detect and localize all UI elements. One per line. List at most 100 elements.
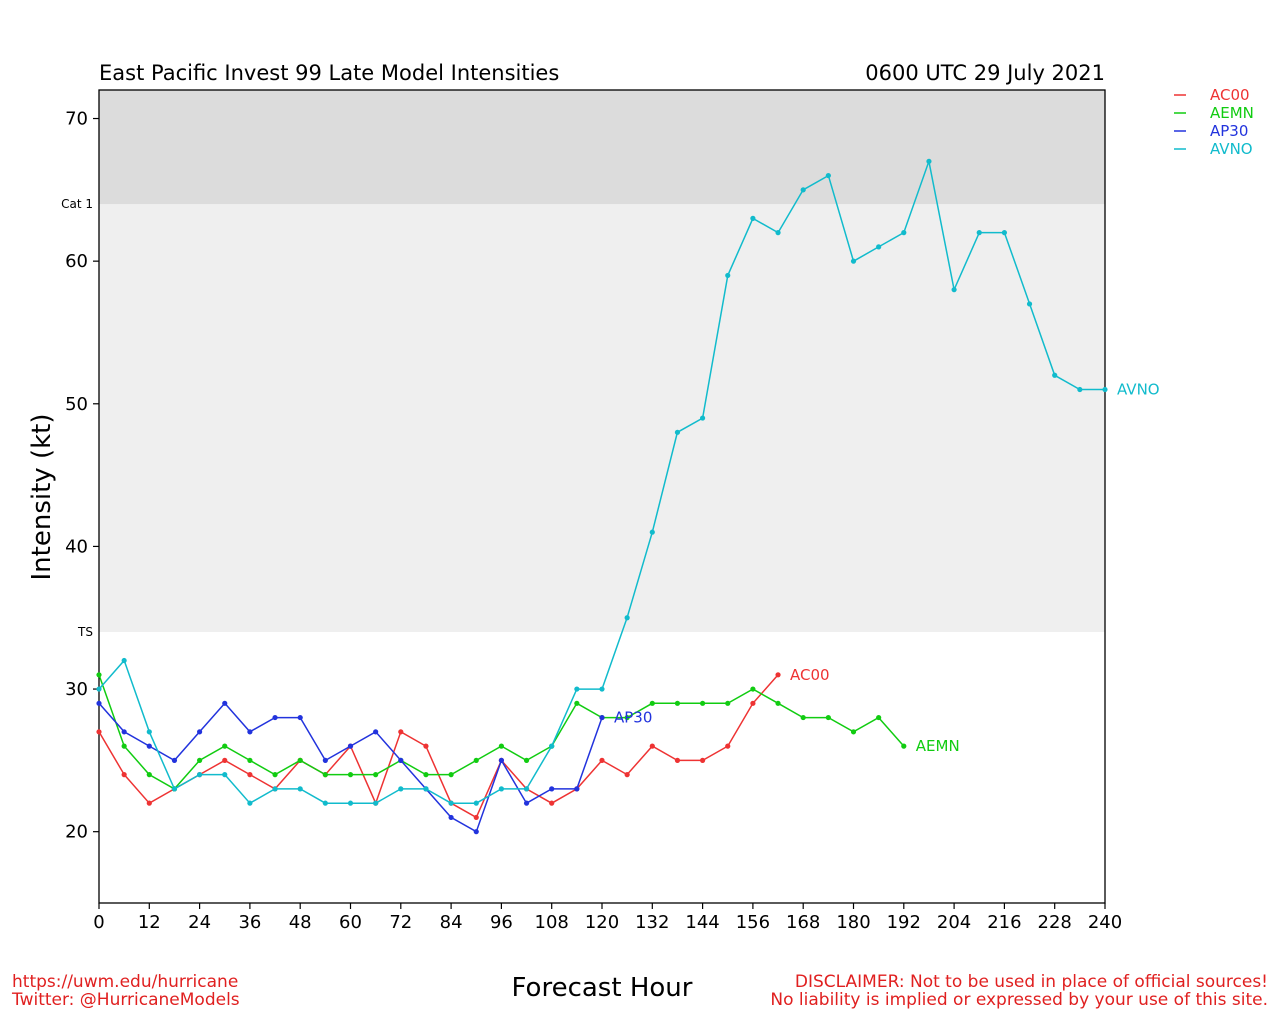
data-point-avno — [297, 786, 303, 792]
data-point-ap30 — [473, 829, 479, 835]
legend-label: AEMN — [1210, 104, 1254, 122]
data-point-aemn — [473, 757, 479, 763]
data-point-ap30 — [574, 786, 580, 792]
data-point-aemn — [297, 757, 303, 763]
data-point-ap30 — [398, 757, 404, 763]
band-cat-1 — [99, 90, 1105, 205]
data-point-aemn — [850, 729, 857, 735]
data-point-aemn — [700, 700, 706, 706]
data-point-avno — [1077, 386, 1083, 393]
data-point-avno — [197, 772, 203, 778]
footer-url-link[interactable]: https://uwm.edu/hurricane — [12, 972, 238, 992]
band-ts — [99, 204, 1105, 632]
data-point-ap30 — [498, 757, 504, 763]
legend-label: AC00 — [1210, 86, 1250, 104]
data-point-avno — [498, 786, 504, 792]
y-tick-label: 30 — [65, 679, 88, 700]
data-point-avno — [96, 686, 102, 692]
series-line-ap30 — [98, 702, 603, 833]
footer-twitter-handle[interactable]: Twitter: @HurricaneModels — [11, 990, 240, 1010]
data-point-aemn — [901, 743, 907, 749]
data-point-ap30 — [523, 800, 530, 806]
data-point-aemn — [373, 772, 379, 778]
x-tick-label: 144 — [685, 912, 719, 933]
data-point-avno — [825, 172, 831, 179]
y-tick-label: 60 — [65, 251, 88, 272]
data-point-avno — [850, 258, 857, 264]
x-tick-label: 96 — [490, 912, 513, 933]
data-point-avno — [1026, 301, 1033, 307]
data-point-aemn — [272, 772, 278, 778]
data-point-ac00 — [423, 743, 429, 749]
data-point-aemn — [649, 700, 655, 706]
data-point-ac00 — [222, 757, 228, 763]
x-tick-label: 0 — [93, 912, 104, 933]
data-point-ac00 — [624, 772, 630, 778]
end-label-aemn: AEMN — [916, 737, 960, 755]
end-label-ap30: AP30 — [614, 709, 652, 727]
data-point-ap30 — [121, 729, 127, 735]
data-point-aemn — [322, 772, 328, 778]
data-point-ap30 — [373, 729, 379, 735]
series-line-aemn — [98, 674, 905, 790]
data-point-avno — [876, 244, 882, 250]
data-point-ac00 — [750, 700, 756, 706]
data-point-aemn — [775, 700, 781, 706]
data-point-avno — [398, 786, 404, 792]
data-point-aemn — [96, 672, 102, 678]
data-point-ap30 — [448, 814, 454, 821]
legend-label: AVNO — [1210, 140, 1253, 158]
legend-label: AP30 — [1210, 122, 1248, 140]
data-point-avno — [448, 800, 454, 806]
x-tick-label: 24 — [188, 912, 211, 933]
threshold-labels: TS Cat 1 — [61, 197, 93, 639]
data-point-avno — [750, 215, 756, 221]
data-point-aemn — [800, 714, 806, 721]
x-tick-label: 48 — [289, 912, 312, 933]
data-point-ap30 — [347, 743, 354, 749]
y-tick-label: 40 — [65, 536, 88, 557]
data-point-avno — [700, 415, 706, 421]
threshold-label: TS — [77, 625, 93, 639]
data-point-ap30 — [272, 714, 278, 721]
data-point-ap30 — [222, 700, 228, 706]
data-point-aemn — [347, 772, 354, 778]
data-point-ac00 — [649, 743, 655, 749]
data-point-avno — [649, 529, 655, 535]
chart-timestamp: 0600 UTC 29 July 2021 — [865, 61, 1105, 85]
data-point-aemn — [498, 743, 504, 749]
series-avno — [96, 158, 1108, 806]
end-label-ac00: AC00 — [790, 666, 830, 684]
x-tick-label: 84 — [440, 912, 463, 933]
data-point-aemn — [222, 743, 228, 749]
data-point-avno — [473, 800, 479, 806]
series-end-labels: AC00 AEMN AP30 AVNO — [614, 381, 1160, 756]
y-tick-label: 70 — [65, 109, 88, 130]
x-axis-label: Forecast Hour — [512, 973, 693, 1003]
data-point-avno — [121, 657, 127, 664]
data-point-ap30 — [171, 757, 178, 763]
data-point-avno — [901, 230, 907, 236]
data-point-avno — [146, 729, 152, 735]
data-point-avno — [1052, 372, 1058, 378]
data-point-avno — [347, 800, 354, 806]
data-point-ac00 — [549, 800, 555, 806]
data-point-ap30 — [297, 714, 303, 721]
data-point-aemn — [825, 714, 831, 721]
x-tick-label: 240 — [1088, 912, 1122, 933]
y-tick-label: 50 — [65, 394, 88, 415]
x-tick-label: 72 — [389, 912, 412, 933]
data-point-ac00 — [599, 757, 605, 763]
chart-title: East Pacific Invest 99 Late Model Intens… — [99, 61, 559, 85]
data-point-aemn — [750, 686, 756, 692]
data-point-aemn — [523, 757, 530, 763]
data-point-ac00 — [247, 772, 253, 778]
data-point-avno — [322, 800, 328, 806]
data-point-ap30 — [599, 714, 605, 721]
data-point-avno — [272, 786, 278, 792]
x-tick-label: 168 — [786, 912, 820, 933]
data-point-avno — [976, 230, 982, 236]
data-point-ac00 — [775, 672, 781, 678]
